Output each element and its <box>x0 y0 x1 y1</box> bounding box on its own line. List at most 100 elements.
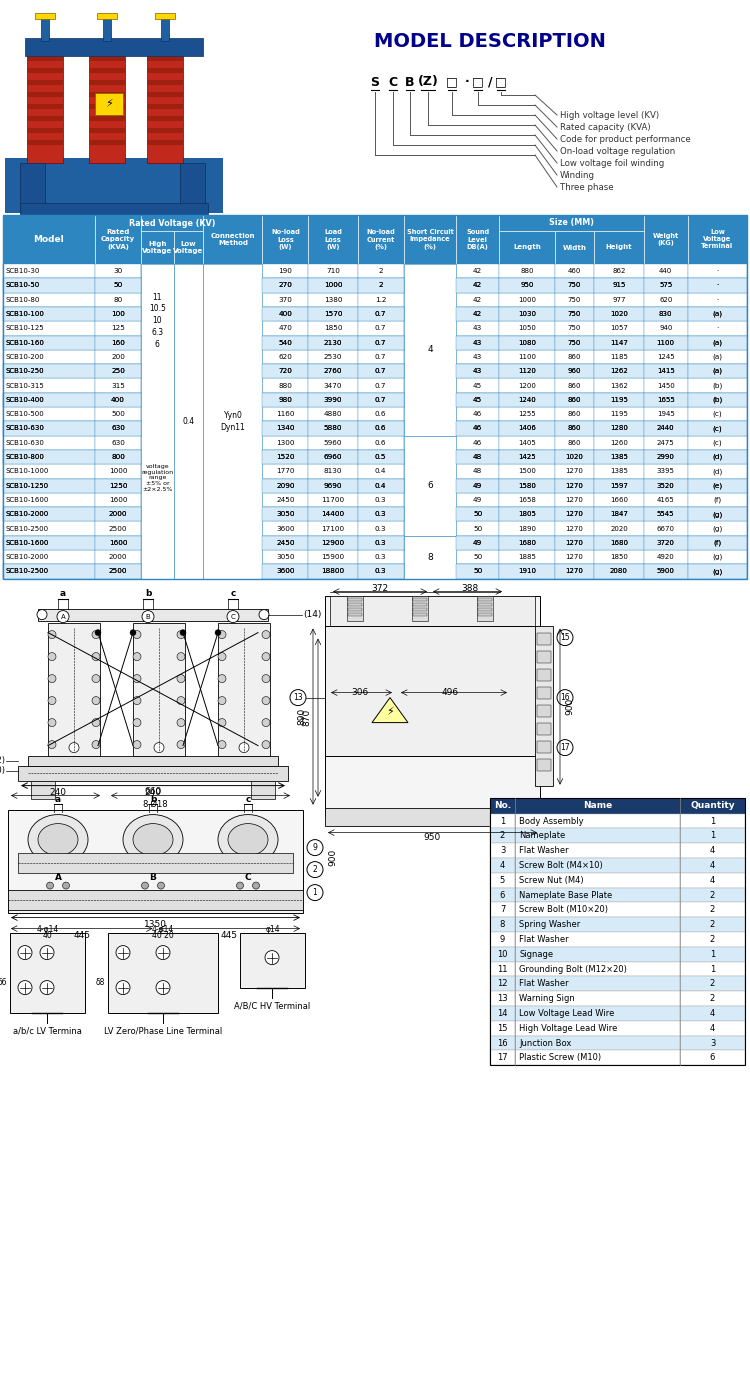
Bar <box>308 393 358 407</box>
Text: 6670: 6670 <box>657 526 675 531</box>
Text: 30: 30 <box>113 268 122 275</box>
Bar <box>594 436 644 450</box>
Text: A/B/C HV Terminal: A/B/C HV Terminal <box>234 1000 310 1010</box>
Bar <box>594 450 644 464</box>
Text: 400: 400 <box>111 397 125 403</box>
Text: Low
Voltage
Terminal: Low Voltage Terminal <box>701 229 734 250</box>
Bar <box>535 625 553 785</box>
Bar <box>688 349 747 364</box>
Text: 750: 750 <box>568 339 581 345</box>
Bar <box>688 306 747 322</box>
Bar <box>413 603 427 606</box>
Text: 1240: 1240 <box>518 397 536 403</box>
Bar <box>499 279 555 293</box>
Bar <box>456 322 499 335</box>
Bar <box>555 421 594 436</box>
Bar <box>555 230 594 264</box>
Text: 750: 750 <box>568 283 581 288</box>
Bar <box>174 393 203 407</box>
Bar <box>680 932 745 947</box>
Bar <box>537 723 551 734</box>
Text: 4: 4 <box>500 861 506 869</box>
Bar <box>456 279 499 293</box>
Bar <box>147 57 183 61</box>
Bar <box>594 464 644 479</box>
Bar <box>308 349 358 364</box>
Bar <box>27 57 63 61</box>
Circle shape <box>48 741 56 748</box>
Bar <box>680 814 745 828</box>
Text: 1: 1 <box>710 949 716 959</box>
Bar <box>3 349 95 364</box>
Text: Body Assembly: Body Assembly <box>519 817 584 825</box>
Bar <box>537 650 551 662</box>
Bar <box>147 92 183 97</box>
Bar <box>89 48 125 163</box>
Text: SCB10-2500: SCB10-2500 <box>5 526 48 531</box>
Bar <box>680 1006 745 1021</box>
Text: 48: 48 <box>473 454 482 460</box>
Text: (a): (a) <box>712 339 722 346</box>
Text: 3050: 3050 <box>276 555 295 560</box>
Circle shape <box>177 631 185 639</box>
Bar <box>644 279 688 293</box>
Text: (d): (d) <box>712 468 722 475</box>
Text: 0.7: 0.7 <box>375 310 386 317</box>
Text: 1415: 1415 <box>657 368 674 374</box>
Text: 720: 720 <box>278 368 292 374</box>
Bar <box>499 230 555 264</box>
Bar <box>358 464 404 479</box>
Text: 1: 1 <box>710 817 716 825</box>
Text: 370: 370 <box>278 297 292 302</box>
Bar <box>141 349 174 364</box>
Text: 49: 49 <box>473 483 482 489</box>
Text: 125: 125 <box>111 326 125 331</box>
Text: 2: 2 <box>379 283 383 288</box>
Text: 0.5: 0.5 <box>375 454 386 460</box>
Text: 1020: 1020 <box>566 454 584 460</box>
Text: 1270: 1270 <box>566 555 584 560</box>
Bar <box>555 393 594 407</box>
Bar <box>515 903 680 918</box>
Bar <box>490 858 515 872</box>
Text: 12900: 12900 <box>322 540 345 546</box>
Text: 3050: 3050 <box>276 511 295 518</box>
Bar <box>262 522 308 535</box>
Text: 4920: 4920 <box>657 555 674 560</box>
Bar <box>3 535 95 551</box>
Text: 950: 950 <box>520 283 533 288</box>
Bar <box>644 215 688 264</box>
Text: 2130: 2130 <box>324 339 342 345</box>
Bar <box>404 493 456 506</box>
Text: 2440: 2440 <box>657 425 674 432</box>
Text: 1362: 1362 <box>610 382 628 389</box>
Bar <box>95 535 141 551</box>
Bar <box>308 450 358 464</box>
Bar <box>644 493 688 506</box>
Bar <box>155 12 175 19</box>
Text: 0.6: 0.6 <box>375 425 386 432</box>
Bar <box>141 230 174 264</box>
Text: 1405: 1405 <box>518 440 536 446</box>
Text: 1030: 1030 <box>518 310 536 317</box>
Bar <box>594 393 644 407</box>
Bar <box>3 535 95 551</box>
Text: 0.7: 0.7 <box>375 397 386 403</box>
Bar <box>141 551 174 564</box>
Text: Sound
Level
DB(A): Sound Level DB(A) <box>466 229 489 250</box>
Bar <box>515 932 680 947</box>
Bar <box>358 306 404 322</box>
Text: Rated
Capacity
(KVA): Rated Capacity (KVA) <box>100 229 135 250</box>
Circle shape <box>133 741 141 748</box>
Text: SCB10-160: SCB10-160 <box>5 339 44 345</box>
Bar <box>404 264 456 279</box>
Bar <box>680 977 745 991</box>
Bar <box>262 450 308 464</box>
Bar <box>3 393 95 407</box>
Text: 1100: 1100 <box>657 339 675 345</box>
Text: 8-Ø18: 8-Ø18 <box>142 800 168 809</box>
Bar <box>262 364 308 378</box>
Text: 7: 7 <box>500 905 506 915</box>
Text: 2000: 2000 <box>109 511 128 518</box>
Bar <box>262 436 308 450</box>
